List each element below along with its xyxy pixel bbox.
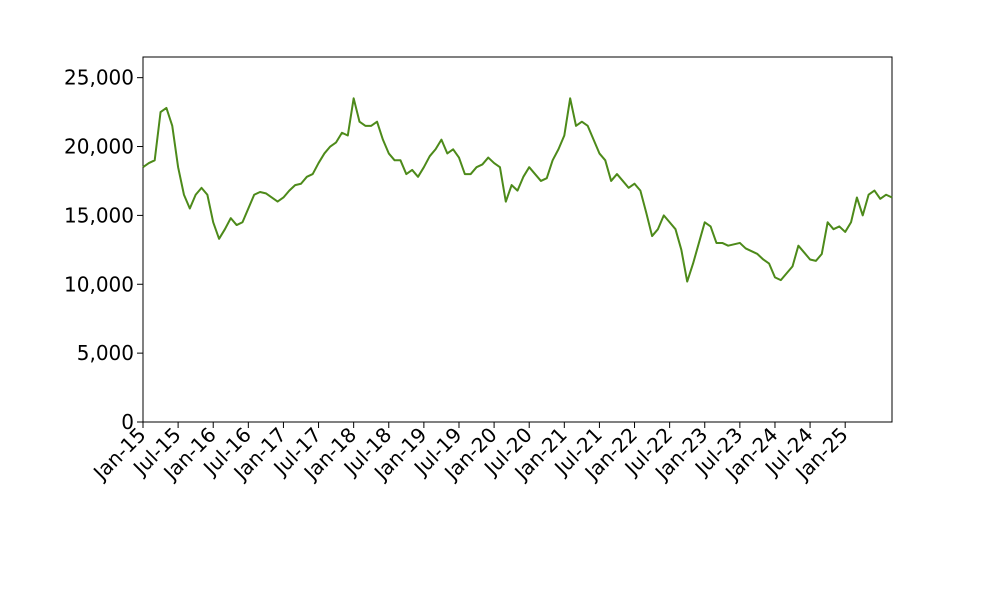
y-tick-label: 10,000 (64, 272, 134, 296)
y-tick-label: 0 (121, 410, 134, 434)
y-tick-label: 15,000 (64, 203, 134, 227)
y-tick-label: 20,000 (64, 135, 134, 159)
y-tick-label: 5,000 (77, 341, 134, 365)
line-series (142, 97, 893, 283)
plot-frame (142, 56, 893, 423)
y-tick-label: 25,000 (64, 66, 134, 90)
